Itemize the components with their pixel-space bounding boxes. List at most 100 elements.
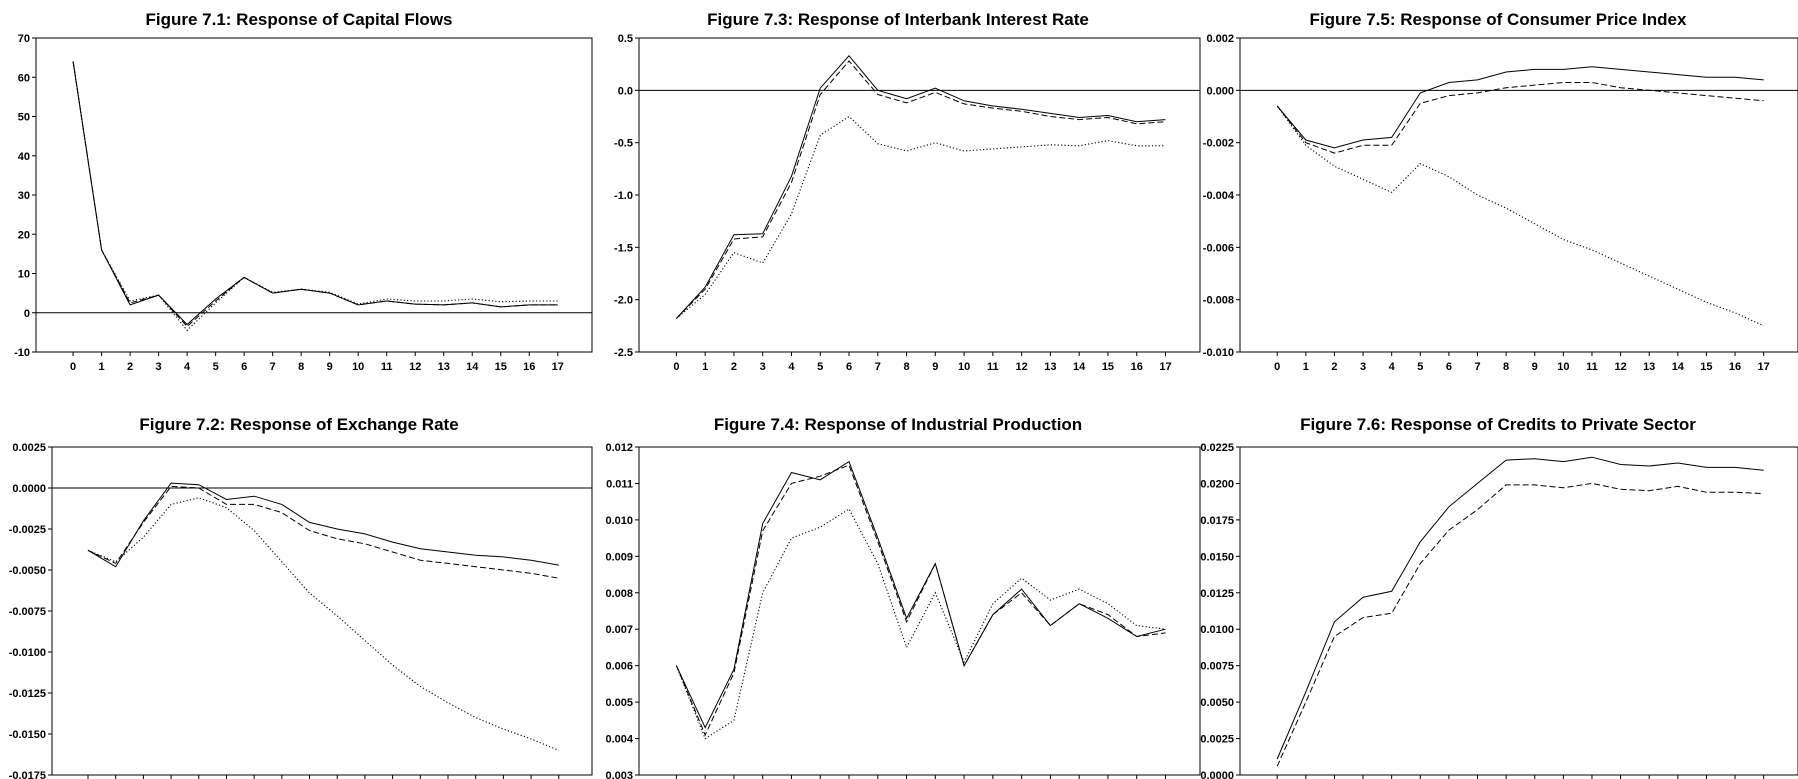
x-tick-label: 16 bbox=[1131, 361, 1143, 373]
y-tick-label: -2.0 bbox=[614, 295, 633, 307]
y-tick-label: -2.5 bbox=[614, 347, 633, 359]
y-tick-label: -0.0100 bbox=[9, 647, 46, 659]
panel-title: Figure 7.2: Response of Exchange Rate bbox=[139, 415, 459, 434]
y-tick-label: -1.0 bbox=[614, 190, 633, 202]
x-tick-label: 8 bbox=[298, 361, 304, 373]
x-tick-label: 11 bbox=[1586, 361, 1598, 373]
chart-exchange-rate: 0.0025 0.0000 -0.0025 -0.0050 -0.0075 -0.0100… bbox=[9, 442, 593, 779]
y-tick-label: 0.0000 bbox=[1200, 770, 1234, 779]
y-tick-label: 0.004 bbox=[605, 734, 633, 746]
y-tick-label: 0.007 bbox=[605, 624, 633, 636]
y-tick-label: 0.5 bbox=[618, 33, 633, 45]
x-tick-label: 16 bbox=[1729, 361, 1741, 373]
x-tick-label: 9 bbox=[932, 361, 938, 373]
x-tick-label: 4 bbox=[788, 361, 795, 373]
x-tick-label: 7 bbox=[270, 361, 276, 373]
y-tick-label: -0.0175 bbox=[9, 770, 46, 779]
x-tick-label: 14 bbox=[466, 361, 479, 373]
series-line-dotted bbox=[676, 115, 1166, 319]
chart-interbank-interest-rate: 0.50.0-0.5-1.0-1.5-2.0-2.50 1 2 3 4 5 6 7 8 9 10 11… bbox=[614, 33, 1201, 373]
plot-frame bbox=[638, 446, 1201, 776]
x-tick-label: 13 bbox=[1643, 361, 1655, 373]
y-tick-label: 40 bbox=[18, 151, 30, 163]
x-tick-label: 8 bbox=[903, 361, 909, 373]
chart-industrial-production: 0.012 0.011 0.010 0.009 0.008 0.007 0.006 0.005… bbox=[605, 442, 1201, 779]
plot-frame bbox=[1239, 446, 1798, 776]
panel-consumer-price-index: Figure 7.5: Response of Consumer Price I… bbox=[1198, 0, 1798, 390]
panel-industrial-production: Figure 7.4: Response of Industrial Produ… bbox=[598, 405, 1201, 779]
y-tick-label: -0.0125 bbox=[9, 688, 46, 700]
panel-capital-flows: Figure 7.1: Response of Capital Flows 70… bbox=[0, 0, 598, 390]
y-tick-label: 70 bbox=[18, 33, 30, 45]
plot-frame bbox=[638, 37, 1201, 353]
y-tick-label: 10 bbox=[18, 269, 30, 281]
panel-credits-private-sector: Figure 7.6: Response of Credits to Priva… bbox=[1198, 405, 1798, 779]
x-tick-label: 15 bbox=[1700, 361, 1712, 373]
x-tick-label: 2 bbox=[127, 361, 133, 373]
y-tick-label: 0.0000 bbox=[12, 483, 46, 495]
y-tick-label: -0.002 bbox=[1203, 138, 1234, 150]
x-tick-label: 4 bbox=[1389, 361, 1396, 373]
chart-credits-private-sector: 0.0225 0.0200 0.0175 0.0150 0.0125 0.0100 0.00… bbox=[1200, 442, 1798, 779]
x-tick-label: 1 bbox=[702, 361, 708, 373]
y-tick-label: 30 bbox=[18, 190, 30, 202]
x-tick-label: 5 bbox=[1417, 361, 1423, 373]
x-tick-label: 10 bbox=[1557, 361, 1569, 373]
chart-consumer-price-index: 0.002 0.000 -0.002 -0.004 -0.006 -0.008 -0.010… bbox=[1203, 33, 1798, 373]
x-tick-label: 7 bbox=[1474, 361, 1480, 373]
panel-interbank-interest-rate: Figure 7.3: Response of Interbank Intere… bbox=[598, 0, 1201, 390]
y-tick-label: -0.5 bbox=[614, 138, 633, 150]
y-tick-label: 0.0050 bbox=[1200, 697, 1234, 709]
x-tick-label: 12 bbox=[409, 361, 421, 373]
series-line-dashed bbox=[87, 485, 559, 579]
y-tick-label: 0.0200 bbox=[1200, 478, 1234, 490]
x-tick-label: 15 bbox=[495, 361, 507, 373]
x-tick-label: 3 bbox=[760, 361, 766, 373]
series-line-dotted bbox=[675, 508, 1166, 740]
y-tick-label: 0.0175 bbox=[1200, 515, 1234, 527]
x-tick-label: 0 bbox=[70, 361, 76, 373]
y-tick-label: -0.008 bbox=[1203, 295, 1234, 307]
y-tick-label: 0.000 bbox=[1206, 85, 1234, 97]
y-tick-label: -10 bbox=[14, 347, 30, 359]
y-tick-label: -0.0150 bbox=[9, 729, 46, 741]
y-tick-label: 0.008 bbox=[605, 588, 633, 600]
y-tick-label: 0.006 bbox=[605, 661, 633, 673]
x-tick-label: 0 bbox=[1274, 361, 1280, 373]
x-tick-label: 11 bbox=[381, 361, 393, 373]
x-tick-label: 9 bbox=[1532, 361, 1538, 373]
panel-title: Figure 7.5: Response of Consumer Price I… bbox=[1309, 10, 1687, 29]
y-tick-label: 0.0 bbox=[618, 85, 633, 97]
y-tick-label: 0.0100 bbox=[1200, 624, 1234, 636]
series-line-solid bbox=[87, 482, 559, 568]
y-tick-label: -0.004 bbox=[1203, 190, 1235, 202]
y-tick-label: 0.003 bbox=[605, 770, 633, 779]
x-tick-label: 17 bbox=[1758, 361, 1770, 373]
x-tick-label: 2 bbox=[1331, 361, 1337, 373]
y-tick-label: 50 bbox=[18, 112, 30, 124]
series-line-dashed bbox=[675, 464, 1166, 737]
series-line-dotted bbox=[1276, 105, 1764, 327]
y-tick-label: -0.0025 bbox=[9, 524, 46, 536]
x-tick-label: 17 bbox=[1159, 361, 1171, 373]
x-tick-label: 2 bbox=[731, 361, 737, 373]
series-line-solid bbox=[72, 61, 558, 326]
series-line-solid bbox=[1276, 66, 1764, 149]
y-tick-label: 0.002 bbox=[1206, 33, 1234, 45]
y-tick-label: 0.0075 bbox=[1200, 661, 1234, 673]
y-tick-label: -0.010 bbox=[1203, 347, 1234, 359]
x-tick-label: 12 bbox=[1016, 361, 1028, 373]
x-tick-label: 3 bbox=[1360, 361, 1366, 373]
x-tick-label: 6 bbox=[1446, 361, 1452, 373]
x-tick-label: 10 bbox=[352, 361, 364, 373]
x-tick-label: 14 bbox=[1073, 361, 1086, 373]
plot-frame bbox=[51, 446, 593, 776]
x-tick-label: 7 bbox=[875, 361, 881, 373]
x-tick-label: 17 bbox=[552, 361, 564, 373]
x-tick-label: 16 bbox=[523, 361, 535, 373]
y-tick-label: 20 bbox=[18, 229, 30, 241]
x-tick-label: 13 bbox=[438, 361, 450, 373]
y-tick-label: 0.0125 bbox=[1200, 588, 1234, 600]
series-line-dashed bbox=[72, 61, 558, 328]
